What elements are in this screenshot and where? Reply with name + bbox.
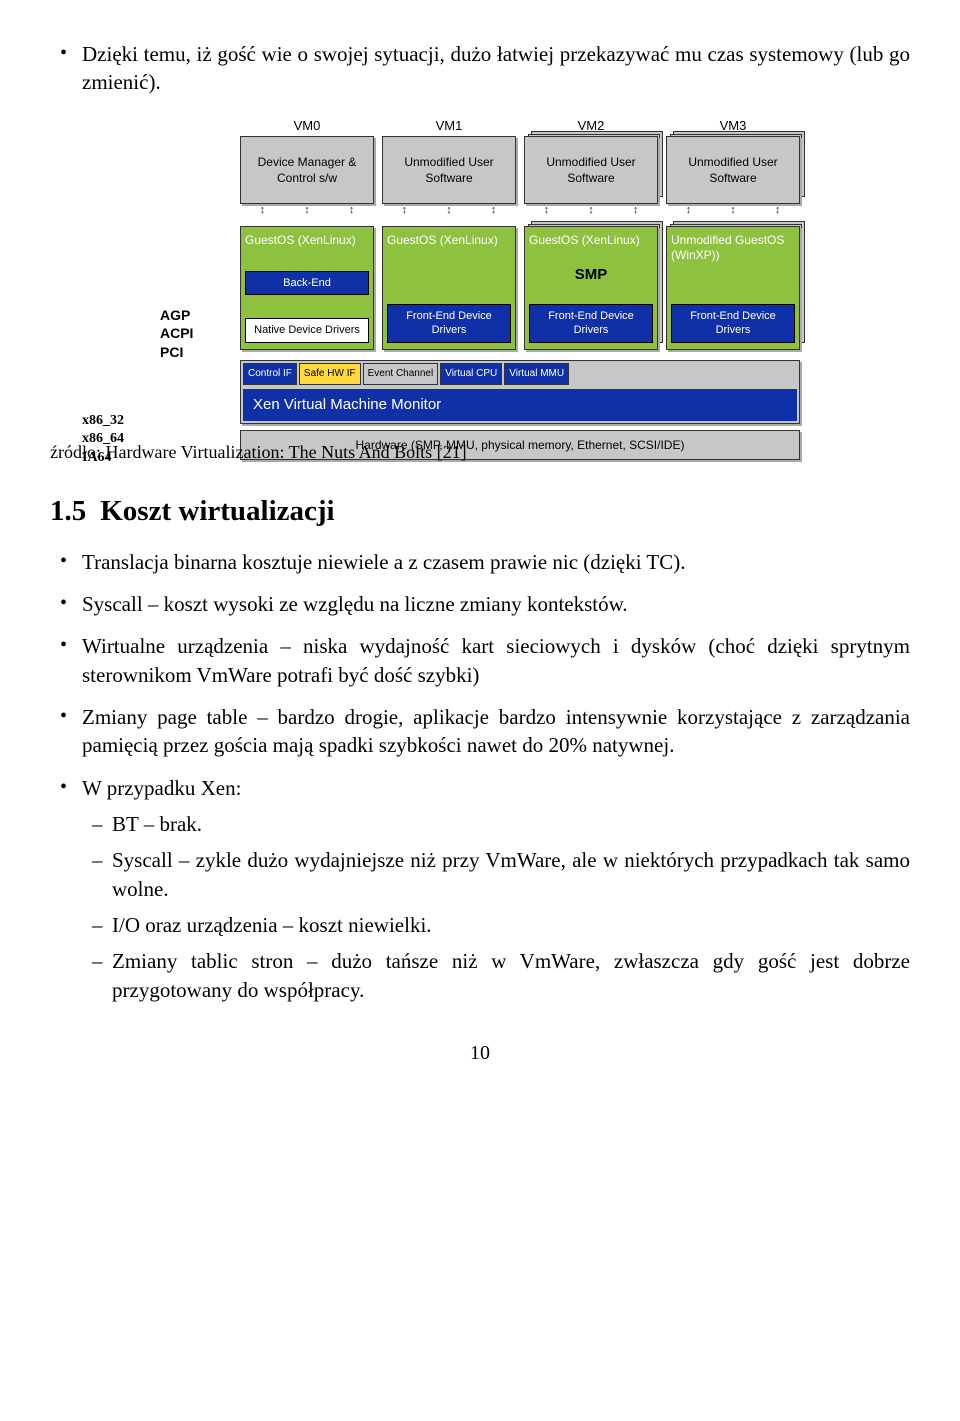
label-x86-32: x86_32 — [82, 412, 152, 430]
xen-subitem: Zmiany tablic stron – dużo tańsze niż w … — [82, 947, 910, 1004]
label-ia64: IA64 — [82, 449, 152, 467]
intro-bullet: Dzięki temu, iż gość wie o swojej sytuac… — [50, 40, 910, 97]
xen-interface-box: Safe HW IF — [299, 363, 361, 385]
vm-column: VM3Unmodified User Software↕↕↕Unmodified… — [666, 117, 800, 351]
vm-arrows: ↕↕↕ — [382, 202, 516, 218]
xen-interfaces-row: Control IFSafe HW IFEvent ChannelVirtual… — [240, 360, 800, 424]
vm-software-box: Unmodified User Software — [524, 136, 658, 204]
vm-label: VM0 — [240, 117, 374, 135]
xen-subitem: I/O oraz urządzenia – koszt niewielki. — [82, 911, 910, 939]
xen-subitem: BT – brak. — [82, 810, 910, 838]
driver-box: Front-End Device Drivers — [671, 304, 795, 344]
label-x86-64: x86_64 — [82, 430, 152, 448]
cost-item: Wirtualne urządzenia – niska wydajność k… — [50, 632, 910, 689]
driver-box: Native Device Drivers — [245, 318, 369, 343]
page-number: 10 — [50, 1040, 910, 1067]
xen-interface-box: Virtual MMU — [504, 363, 569, 385]
vm-software-box: Device Manager & Control s/w — [240, 136, 374, 204]
cost-item-xen: W przypadku Xen: BT – brak. Syscall – zy… — [50, 774, 910, 1004]
guest-os-box: Unmodified GuestOS (WinXP)) Front-End Dev… — [666, 226, 800, 350]
cost-list: Translacja binarna kosztuje niewiele a z… — [50, 548, 910, 1004]
section-number: 1.5 — [50, 495, 86, 527]
xen-sublist: BT – brak. Syscall – zykle dużo wydajnie… — [82, 810, 910, 1004]
guest-os-title: GuestOS (XenLinux) — [245, 233, 369, 247]
xen-monitor-bar: Xen Virtual Machine Monitor — [243, 389, 797, 421]
guest-os-box: GuestOS (XenLinux) SMP Front-End Device Dr… — [524, 226, 658, 350]
section-title: Koszt wirtualizacji — [100, 495, 334, 527]
diagram-left-labels-bottom: x86_32 x86_64 IA64 — [82, 412, 152, 467]
vm-arrows: ↕↕↕ — [666, 202, 800, 218]
guest-os-title: GuestOS (XenLinux) — [387, 233, 511, 247]
vm-row: VM0Device Manager & Control s/w↕↕↕GuestO… — [240, 117, 800, 351]
driver-box: Front-End Device Drivers — [387, 304, 511, 344]
vm-arrows: ↕↕↕ — [240, 202, 374, 218]
label-pci: PCI — [160, 343, 230, 361]
vm-software-box: Unmodified User Software — [382, 136, 516, 204]
vm-label: VM1 — [382, 117, 516, 135]
xen-architecture-diagram: AGP ACPI PCI VM0Device Manager & Control… — [160, 117, 800, 460]
label-agp: AGP — [160, 306, 230, 324]
smp-label: SMP — [529, 265, 653, 285]
guest-os-title: Unmodified GuestOS (WinXP)) — [671, 233, 795, 262]
xen-subitem: Syscall – zykle dużo wydajniejsze niż pr… — [82, 846, 910, 903]
cost-item-xen-label: W przypadku Xen: — [82, 776, 241, 800]
vm-column: VM2Unmodified User Software↕↕↕GuestOS (X… — [524, 117, 658, 351]
vm-arrows: ↕↕↕ — [524, 202, 658, 218]
xen-interface-box: Control IF — [243, 363, 297, 385]
guest-os-title: GuestOS (XenLinux) — [529, 233, 653, 247]
xen-interface-box: Virtual CPU — [440, 363, 502, 385]
label-acpi: ACPI — [160, 324, 230, 342]
driver-box: Back-End — [245, 271, 369, 296]
intro-list: Dzięki temu, iż gość wie o swojej sytuac… — [50, 40, 910, 97]
cost-item: Translacja binarna kosztuje niewiele a z… — [50, 548, 910, 576]
cost-item: Syscall – koszt wysoki ze względu na lic… — [50, 590, 910, 618]
vm-software-box: Unmodified User Software — [666, 136, 800, 204]
vm-column: VM0Device Manager & Control s/w↕↕↕ GuestO… — [240, 117, 374, 351]
diagram-left-labels-mid: AGP ACPI PCI — [160, 207, 230, 460]
section-heading: 1.5 Koszt wirtualizacji — [50, 492, 910, 531]
guest-os-box: GuestOS (XenLinux) Front-End Device Drive… — [382, 226, 516, 350]
driver-box: Front-End Device Drivers — [529, 304, 653, 344]
guest-os-box: GuestOS (XenLinux) Back-End Native Device … — [240, 226, 374, 350]
xen-interface-box: Event Channel — [363, 363, 439, 385]
vm-column: VM1Unmodified User Software↕↕↕ GuestOS (X… — [382, 117, 516, 351]
cost-item: Zmiany page table – bardzo drogie, aplik… — [50, 703, 910, 760]
